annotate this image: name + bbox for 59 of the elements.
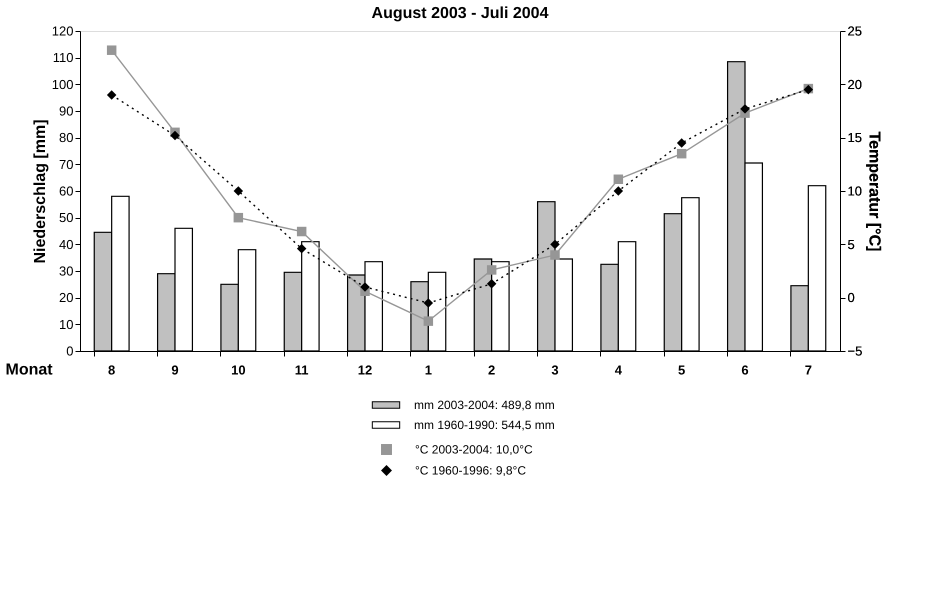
- x-tick-label: 12: [358, 362, 372, 378]
- y-tick-label: 40: [59, 236, 74, 252]
- x-tick-label: 4: [614, 362, 623, 378]
- y-tick-label: 30: [59, 264, 74, 278]
- point: [106, 45, 116, 55]
- x-axis-title: Monat: [6, 362, 54, 378]
- point: [296, 244, 306, 254]
- y-tick-label: 20: [59, 290, 74, 306]
- x-tick-label: 3: [551, 362, 559, 378]
- x-tick-label: 1: [424, 362, 432, 378]
- x-tick-label: 8: [108, 362, 116, 378]
- y-tick-label: 100: [52, 76, 74, 92]
- point: [614, 174, 624, 184]
- point: [424, 298, 434, 308]
- y2-tick-label: 25: [848, 24, 862, 38]
- y-axis-title: Niederschlag [mm]: [32, 119, 49, 264]
- point: [234, 186, 244, 196]
- point: [424, 316, 434, 326]
- point: [550, 250, 560, 260]
- legend-label: mm 1960-1990: 544,5 mm: [414, 418, 555, 432]
- point: [296, 226, 306, 236]
- y-tick-label: 70: [59, 156, 74, 172]
- y-tick-label: 80: [59, 130, 74, 146]
- x-tick-label: 5: [678, 362, 686, 378]
- y-tick-label: 120: [52, 24, 74, 38]
- x-tick-label: 10: [231, 362, 246, 378]
- point: [550, 240, 560, 250]
- point: [486, 279, 496, 289]
- legend-label: °C 1960-1996: 9,8°C: [415, 464, 526, 478]
- legend-label: °C 2003-2004: 10,0°C: [415, 442, 534, 456]
- x-tick-label: 9: [171, 362, 179, 378]
- y-tick-label: 90: [59, 104, 74, 118]
- y-tick-label: 0: [66, 344, 74, 358]
- y2-tick-label: 10: [848, 184, 862, 198]
- y-tick-label: 50: [59, 210, 74, 226]
- x-tick-label: 2: [488, 362, 496, 378]
- y2-tick-label: −5: [848, 344, 862, 358]
- point: [676, 148, 686, 158]
- point: [106, 90, 116, 100]
- y-tick-label: 60: [59, 184, 74, 198]
- chart-title: August 2003 - Juli 2004: [372, 5, 549, 22]
- point: [676, 138, 686, 148]
- x-tick-label: 7: [804, 362, 812, 378]
- x-tick-label: 11: [294, 362, 309, 378]
- y-tick-label: 10: [59, 316, 74, 332]
- y2-tick-label: 5: [848, 236, 855, 252]
- point: [486, 265, 496, 275]
- legend-label: mm 2003-2004: 489,8 mm: [414, 398, 555, 412]
- x-tick-label: 6: [741, 362, 749, 378]
- y2-axis-title: Temperatur [°C]: [865, 132, 882, 252]
- point: [170, 130, 180, 140]
- point: [360, 282, 370, 292]
- point: [234, 212, 244, 222]
- y2-tick-label: 20: [848, 76, 862, 92]
- point: [614, 186, 624, 196]
- y2-tick-label: 0: [848, 290, 855, 306]
- y2-tick-label: 15: [848, 130, 862, 146]
- y-tick-label: 110: [52, 50, 74, 66]
- point: [740, 104, 750, 114]
